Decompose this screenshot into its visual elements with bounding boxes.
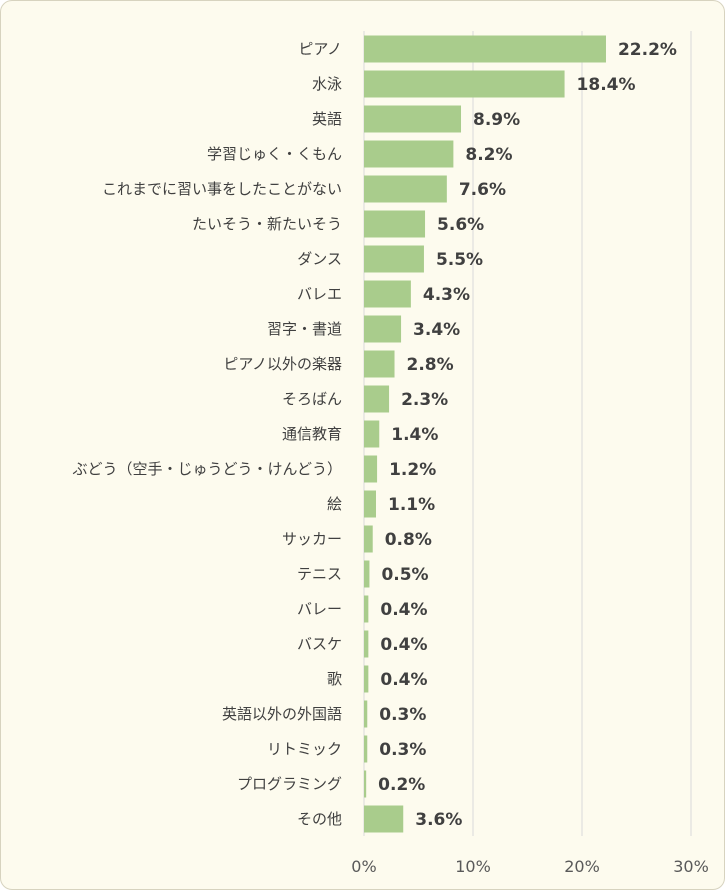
bar <box>364 280 411 308</box>
bar <box>364 70 565 98</box>
bar <box>364 490 376 518</box>
value-label: 3.4% <box>413 320 460 340</box>
category-label: ダンス <box>297 250 342 268</box>
category-label: 水泳 <box>312 75 342 93</box>
category-label: ピアノ以外の楽器 <box>223 355 342 373</box>
bar <box>364 35 606 63</box>
category-label: その他 <box>297 810 342 828</box>
value-label: 0.3% <box>379 740 426 760</box>
category-label: これまでに習い事をしたことがない <box>102 180 342 198</box>
category-label: バレー <box>297 600 342 618</box>
x-tick-label: 0% <box>351 857 376 876</box>
bar <box>364 140 454 168</box>
bar <box>364 420 380 448</box>
category-label: テニス <box>297 565 342 583</box>
value-label: 1.4% <box>391 425 438 445</box>
x-tick-label: 10% <box>455 857 491 876</box>
value-label: 0.4% <box>380 635 427 655</box>
bar <box>364 105 462 133</box>
x-tick-label: 20% <box>564 857 600 876</box>
value-label: 22.2% <box>618 40 677 60</box>
bar <box>364 385 390 413</box>
bar <box>364 805 404 833</box>
value-label: 18.4% <box>577 75 636 95</box>
value-label: 8.9% <box>473 110 520 130</box>
value-label: 8.2% <box>465 145 512 165</box>
category-label: サッカー <box>282 530 342 548</box>
category-label: 習字・書道 <box>267 320 342 338</box>
value-label: 3.6% <box>415 810 462 830</box>
value-label: 0.4% <box>380 600 427 620</box>
category-label: ピアノ <box>298 40 342 58</box>
value-label: 1.1% <box>388 495 435 515</box>
category-label: 通信教育 <box>282 425 342 443</box>
value-label: 1.2% <box>389 460 436 480</box>
bar <box>364 210 426 238</box>
bar <box>364 665 369 693</box>
category-label: 英語 <box>312 110 342 128</box>
category-label: たいそう・新たいそう <box>192 215 342 233</box>
bar <box>364 245 424 273</box>
bar <box>364 525 373 553</box>
bar <box>364 770 367 798</box>
category-label: 絵 <box>327 495 342 513</box>
category-label: リトミック <box>267 740 342 758</box>
bar <box>364 595 369 623</box>
bar <box>364 175 447 203</box>
bar <box>364 455 378 483</box>
category-label: そろばん <box>282 390 342 408</box>
category-label: 英語以外の外国語 <box>222 705 342 723</box>
value-label: 0.4% <box>380 670 427 690</box>
bar <box>364 350 395 378</box>
value-label: 4.3% <box>423 285 470 305</box>
category-label: 歌 <box>327 670 342 688</box>
value-label: 2.8% <box>407 355 454 375</box>
value-label: 5.5% <box>436 250 483 270</box>
value-label: 0.3% <box>379 705 426 725</box>
category-label: ぶどう（空手・じゅうどう・けんどう） <box>72 460 342 478</box>
category-label: バレエ <box>297 285 342 303</box>
category-label: 学習じゅく・くもん <box>207 145 342 163</box>
value-label: 0.2% <box>378 775 425 795</box>
x-tick-label: 30% <box>673 857 709 876</box>
category-label: プログラミング <box>237 775 342 793</box>
value-label: 7.6% <box>459 180 506 200</box>
bar <box>364 735 368 763</box>
value-label: 0.8% <box>385 530 432 550</box>
bar <box>364 700 368 728</box>
value-label: 5.6% <box>437 215 484 235</box>
bar <box>364 315 402 343</box>
bar <box>364 630 369 658</box>
value-label: 2.3% <box>401 390 448 410</box>
category-label: バスケ <box>297 635 342 653</box>
bar <box>364 560 370 588</box>
value-label: 0.5% <box>381 565 428 585</box>
